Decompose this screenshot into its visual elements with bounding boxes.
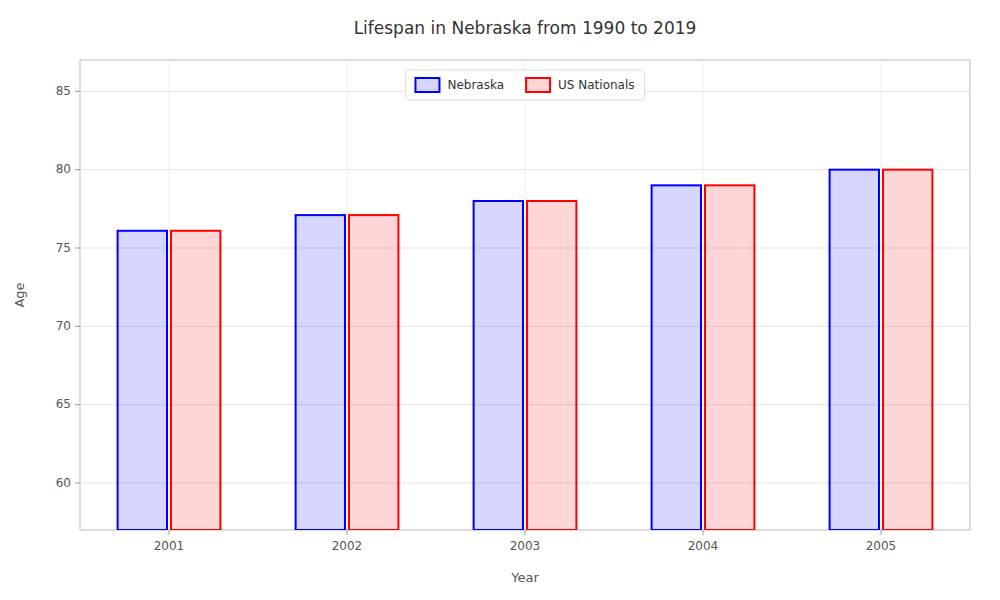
chart-container: 60 65 70 75 80 85 2001 2002 2003 2004 2005 Year Age L… [0, 0, 1000, 600]
x-tick [703, 530, 704, 535]
x-tick [347, 530, 348, 535]
x-grid-line [169, 60, 170, 530]
x-grid-line [525, 60, 526, 530]
legend: Nebraska US Nationals [405, 70, 644, 100]
bar [474, 201, 523, 530]
legend-item: US Nationals [526, 78, 634, 93]
x-tick-label: 2002 [332, 539, 363, 553]
y-tick-label: 75 [56, 241, 71, 255]
y-tick-label: 60 [56, 476, 71, 490]
bar [527, 201, 576, 530]
legend-swatch [526, 78, 550, 92]
y-tick [75, 169, 80, 170]
x-axis-label: Year [510, 570, 539, 585]
legend-label: Nebraska [447, 78, 504, 92]
bars [118, 170, 933, 530]
legend-box [405, 70, 644, 100]
x-grid-line [347, 60, 348, 530]
plot-frame [80, 60, 970, 530]
y-tick-label: 80 [56, 162, 71, 176]
y-tick [75, 326, 80, 327]
bar [349, 215, 398, 530]
x-tick-label: 2001 [154, 539, 185, 553]
y-tick-label: 85 [56, 84, 71, 98]
y-tick [75, 404, 80, 405]
y-tick [75, 248, 80, 249]
bar [705, 185, 754, 530]
x-tick [525, 530, 526, 535]
legend-label: US Nationals [558, 78, 634, 92]
axes: 60 65 70 75 80 85 2001 2002 2003 2004 2005 [56, 84, 897, 553]
y-tick [75, 91, 80, 92]
chart-title: Lifespan in Nebraska from 1990 to 2019 [354, 18, 697, 38]
bar [118, 231, 167, 530]
x-tick-label: 2004 [688, 539, 719, 553]
bar [830, 170, 879, 530]
x-grid-line [881, 60, 882, 530]
y-axis-label: Age [12, 282, 27, 307]
x-tick-label: 2003 [510, 539, 541, 553]
x-grid-line [703, 60, 704, 530]
y-tick-label: 65 [56, 397, 71, 411]
bar [652, 185, 701, 530]
x-tick [881, 530, 882, 535]
legend-swatch [415, 78, 439, 92]
legend-item: Nebraska [415, 78, 504, 93]
y-tick [75, 483, 80, 484]
bar [171, 231, 220, 530]
grid [80, 60, 970, 530]
y-tick-label: 70 [56, 319, 71, 333]
bar [296, 215, 345, 530]
bar [883, 170, 932, 530]
x-tick-label: 2005 [866, 539, 897, 553]
chart-svg: 60 65 70 75 80 85 2001 2002 2003 2004 2005 Year Age L… [0, 0, 1000, 600]
x-tick [169, 530, 170, 535]
